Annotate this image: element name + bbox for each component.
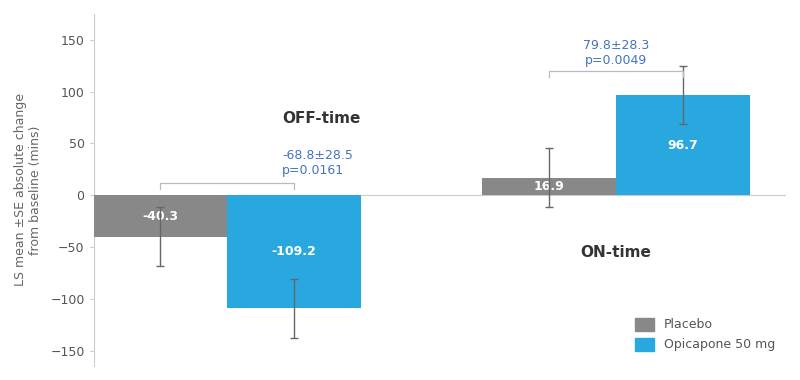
Text: -109.2: -109.2: [272, 245, 317, 258]
Legend: Placebo, Opicapone 50 mg: Placebo, Opicapone 50 mg: [630, 313, 780, 356]
Text: ON-time: ON-time: [581, 245, 651, 260]
Y-axis label: LS mean ±SE absolute change
from baseline (mins): LS mean ±SE absolute change from baselin…: [14, 93, 42, 287]
Text: -68.8±28.5
p=0.0161: -68.8±28.5 p=0.0161: [282, 149, 353, 177]
Bar: [227, 195, 361, 308]
Text: OFF-time: OFF-time: [282, 111, 360, 126]
Text: 96.7: 96.7: [667, 139, 698, 152]
Bar: [94, 195, 227, 237]
Bar: [482, 178, 616, 195]
Bar: [616, 95, 750, 195]
Text: 79.8±28.3
p=0.0049: 79.8±28.3 p=0.0049: [583, 39, 649, 67]
Text: 16.9: 16.9: [534, 180, 565, 193]
Text: -40.3: -40.3: [142, 209, 178, 223]
